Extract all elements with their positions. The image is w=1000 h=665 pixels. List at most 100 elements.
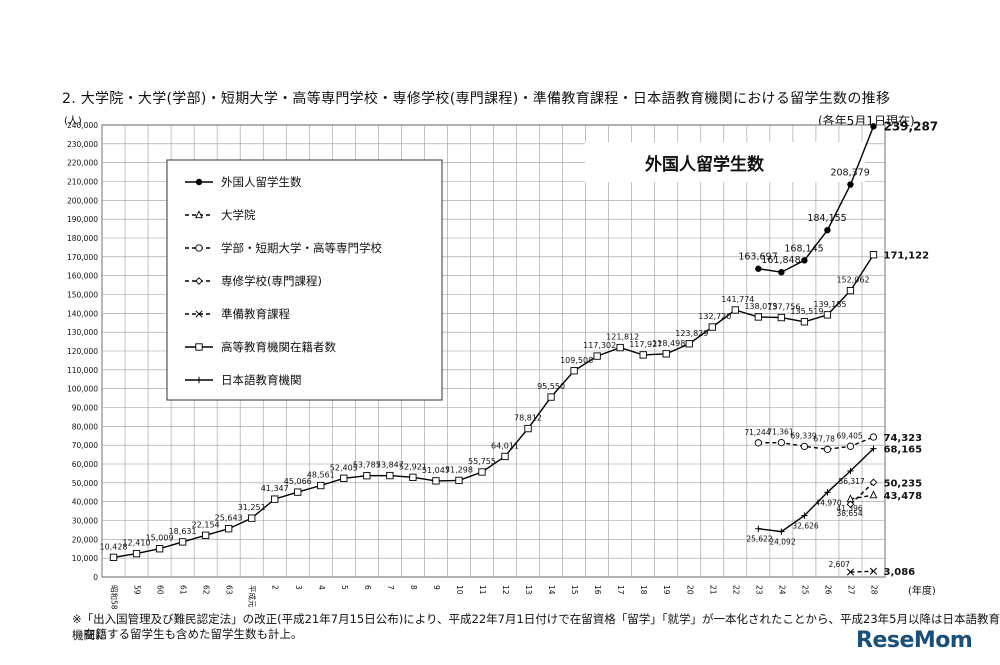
y-tick-label: 100,000 [67, 385, 98, 394]
series-3-line [850, 481, 874, 505]
series-0-point [778, 268, 785, 276]
x-tick-label: 23 [754, 585, 763, 595]
x-tick-label: 60 [156, 585, 165, 595]
legend-swatch-marker [195, 244, 203, 252]
x-tick-label: 28 [869, 585, 878, 595]
series-6-point [755, 525, 762, 532]
series-5-data-label: 51,298 [445, 465, 473, 474]
marker-cross-stroke [846, 568, 855, 576]
y-tick-label: 150,000 [67, 291, 98, 300]
series-5-data-label: 95,550 [537, 382, 565, 391]
watermark-logo: ReseMom [856, 628, 973, 653]
y-tick-label: 180,000 [67, 234, 98, 243]
series-3-point [846, 500, 855, 509]
y-tick-label: 20,000 [72, 535, 98, 544]
series-0-point [847, 181, 854, 188]
x-tick-label: 3 [294, 585, 303, 590]
series-5-point [363, 472, 371, 480]
x-tick-label: 13 [524, 585, 533, 595]
series-0-point [801, 257, 808, 264]
series-0-data-label: 161,848 [761, 255, 800, 266]
series-0-point [755, 265, 762, 272]
series-4-point [846, 568, 855, 576]
series-5-point [178, 538, 187, 546]
x-tick-label: 25 [800, 585, 809, 595]
series-6-data-label: 24,092 [769, 538, 795, 547]
series-2-data-label: 71,361 [767, 428, 793, 437]
x-tick-label: 9 [432, 585, 441, 590]
series-5-point [271, 495, 279, 503]
series-0-point [870, 123, 877, 130]
y-tick-label: 240,000 [67, 121, 98, 130]
series-5-data-label: 18,631 [169, 527, 197, 536]
series-5-point [570, 367, 578, 375]
series-5-data-label: 138,075 [744, 302, 777, 311]
series-6-data-label: 32,626 [792, 522, 818, 531]
x-tick-label: 24 [777, 585, 786, 595]
y-tick-label: 30,000 [72, 517, 98, 526]
series-3-data-label: 38,654 [836, 509, 862, 518]
series-5-data-label: 12,410 [123, 539, 151, 548]
series-2-point [800, 442, 809, 451]
series-6-data-label: 68,165 [883, 445, 922, 456]
series-0-data-label: 168,145 [784, 243, 823, 254]
series-1-line [850, 494, 874, 500]
series-5-line [113, 254, 875, 559]
series-5-data-label: 52,921 [399, 462, 427, 471]
series-5-data-label: 137,756 [767, 303, 800, 312]
series-5-data-label: 51,047 [422, 466, 450, 475]
series-5-data-label: 52,405 [330, 463, 358, 472]
x-tick-label: 21 [708, 585, 717, 595]
marker-cross-stroke [195, 310, 203, 318]
series-5-point [524, 424, 532, 433]
y-tick-label: 170,000 [67, 253, 98, 262]
x-tick-label: 6 [363, 585, 372, 590]
series-1-point [869, 490, 878, 499]
legend-entry-label: 大学院 [221, 208, 256, 222]
series-6-line [758, 448, 874, 533]
series-5-point [155, 545, 164, 553]
series-5-point [432, 477, 440, 485]
series-4-data-label: 2,607 [828, 560, 850, 569]
y-tick-label: 40,000 [72, 498, 98, 507]
series-2-point [777, 438, 786, 447]
series-6-data-label: 56,317 [838, 477, 864, 486]
footnote-line-2: 在籍する留学生も含めた留学生数も計上。 [84, 627, 303, 641]
series-5-data-label: 171,122 [883, 251, 929, 262]
y-tick-label: 200,000 [67, 196, 98, 205]
marker-cross-stroke [869, 567, 878, 575]
y-tick-label: 140,000 [67, 309, 98, 318]
x-tick-label: 61 [179, 585, 188, 595]
series-5-point [846, 286, 855, 295]
series-5-point [869, 251, 878, 259]
y-tick-label: 130,000 [67, 328, 98, 337]
x-tick-label: 4 [317, 585, 326, 590]
x-tick-label: 8 [409, 585, 418, 590]
x-tick-label: 22 [731, 585, 740, 595]
y-tick-label: 10,000 [72, 554, 98, 563]
x-tick-label: 62 [202, 585, 211, 595]
series-5-data-label: 117,302 [583, 341, 616, 350]
series-2-data-label: 71,244 [744, 428, 770, 437]
y-tick-label: 70,000 [72, 441, 98, 450]
series-5-point [662, 350, 670, 358]
series-5-data-label: 48,561 [307, 471, 335, 480]
x-tick-label: 10 [455, 585, 464, 595]
legend-swatch-marker [195, 376, 203, 384]
series-5-point [478, 468, 486, 476]
y-tick-label: 0 [93, 573, 98, 582]
series-0-line [758, 126, 875, 273]
legend-swatch-marker [195, 343, 203, 351]
series-4-line [850, 570, 874, 573]
series-0-data-label: 208,379 [830, 168, 869, 179]
series-5-point [708, 323, 716, 331]
y-tick-label: 230,000 [67, 140, 98, 149]
series-5-data-label: 53,847 [376, 461, 404, 470]
series-5-point [409, 473, 417, 481]
series-5-data-label: 121,812 [606, 333, 639, 342]
x-tick-label: 19 [662, 585, 671, 595]
series-5-data-label: 22,154 [192, 520, 220, 529]
series-5-data-label: 78,812 [514, 414, 542, 423]
series-5-point [294, 488, 302, 496]
series-2-data-label: 69,405 [836, 431, 862, 440]
